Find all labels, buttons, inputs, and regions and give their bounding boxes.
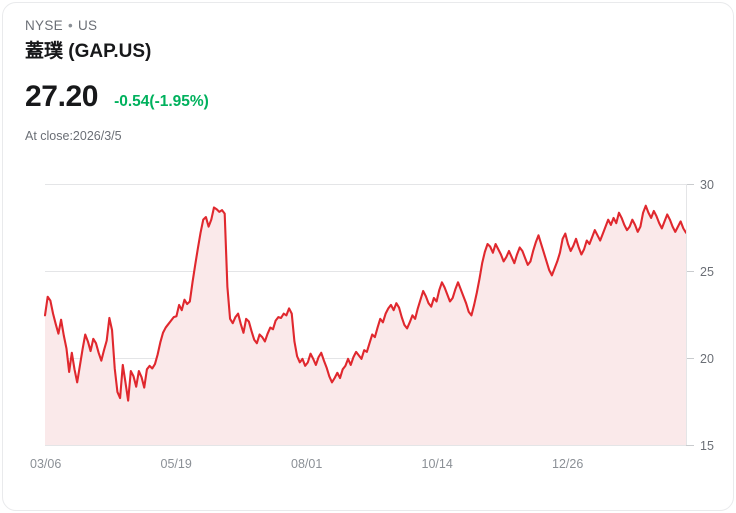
x-tick-label: 03/06 (30, 457, 61, 471)
y-tick-label: 15 (700, 439, 714, 453)
price-area-fill (45, 205, 686, 445)
x-tick-label: 12/26 (552, 457, 583, 471)
separator-dot: • (67, 18, 73, 33)
market-status: At close:2026/3/5 (25, 129, 122, 143)
x-tick-label: 10/14 (422, 457, 453, 471)
price-line (43, 204, 688, 402)
quote-header: NYSE • US 蓋璞 (GAP.US) 27.20 -0.54(-1.95%) … (25, 17, 685, 144)
price-chart[interactable]: 30 25 20 15 03/06 05/19 08/01 10/14 12/26 (3, 168, 734, 488)
last-price: 27.20 (25, 80, 99, 113)
instrument-name: 蓋璞 (GAP.US) (25, 41, 152, 62)
x-tick-label: 08/01 (291, 457, 322, 471)
exchange-region-row: NYSE • US (25, 17, 685, 35)
y-tick-label: 30 (700, 178, 714, 192)
y-tick-label: 20 (700, 352, 714, 366)
y-axis-labels: 30 25 20 15 (700, 178, 714, 453)
chart-tick-stubs (686, 184, 694, 446)
price-chart-svg[interactable]: 30 25 20 15 03/06 05/19 08/01 10/14 12/26 (3, 168, 734, 488)
y-tick-label: 25 (700, 265, 714, 279)
exchange-label: NYSE (25, 18, 63, 33)
x-axis-labels: 03/06 05/19 08/01 10/14 12/26 (30, 457, 583, 471)
region-label: US (78, 18, 98, 33)
price-change: -0.54(-1.95%) (114, 93, 209, 110)
price-row: 27.20 -0.54(-1.95%) (25, 80, 685, 114)
x-tick-label: 05/19 (161, 457, 192, 471)
